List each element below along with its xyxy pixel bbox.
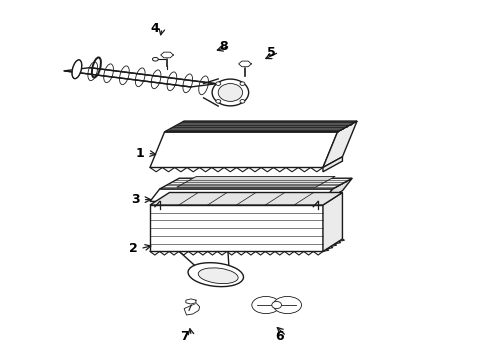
Polygon shape [239, 61, 251, 67]
Polygon shape [150, 132, 338, 167]
Ellipse shape [240, 99, 245, 103]
Ellipse shape [273, 296, 301, 314]
Polygon shape [177, 176, 335, 187]
Ellipse shape [218, 84, 243, 102]
Text: 8: 8 [219, 40, 227, 53]
Polygon shape [323, 193, 343, 251]
Ellipse shape [272, 301, 282, 309]
Polygon shape [323, 178, 352, 202]
Ellipse shape [212, 79, 248, 106]
Polygon shape [64, 68, 217, 87]
Ellipse shape [152, 58, 158, 61]
Text: 1: 1 [136, 147, 145, 160]
Text: 3: 3 [131, 193, 140, 206]
Polygon shape [186, 299, 196, 304]
Polygon shape [160, 178, 352, 189]
Polygon shape [323, 121, 357, 167]
Polygon shape [165, 121, 357, 132]
Text: 2: 2 [128, 242, 137, 255]
Ellipse shape [240, 82, 245, 85]
Ellipse shape [72, 60, 82, 78]
Polygon shape [184, 303, 200, 315]
Ellipse shape [188, 263, 244, 287]
Text: 6: 6 [275, 330, 283, 343]
Text: 4: 4 [150, 22, 159, 35]
Ellipse shape [198, 268, 238, 284]
Ellipse shape [216, 99, 221, 103]
Polygon shape [323, 157, 343, 172]
Polygon shape [150, 193, 343, 205]
Text: 7: 7 [180, 330, 189, 343]
Ellipse shape [216, 82, 221, 85]
Polygon shape [150, 205, 323, 251]
Text: 5: 5 [268, 46, 276, 59]
Polygon shape [161, 52, 173, 58]
Ellipse shape [252, 296, 280, 314]
Polygon shape [150, 189, 333, 202]
